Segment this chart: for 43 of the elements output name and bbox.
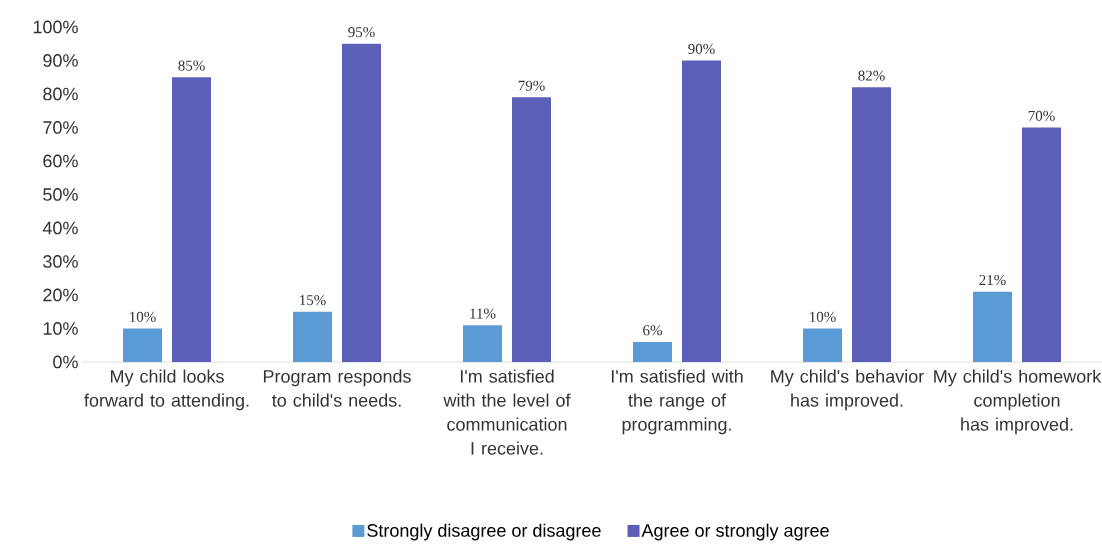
y-tick-label: 40%: [42, 221, 78, 235]
x-tick-label: Program responds to child's needs.: [263, 369, 411, 407]
bar: [633, 341, 672, 362]
y-tick-label: 100%: [33, 20, 78, 34]
data-label: 21%: [979, 274, 1006, 286]
legend-label: Strongly disagree or disagree: [367, 523, 601, 541]
y-tick-label: 0%: [53, 355, 78, 369]
data-label: 6%: [643, 325, 662, 336]
data-label: 79%: [518, 80, 545, 91]
y-tick-label: 80%: [43, 87, 78, 101]
y-tick-label: 50%: [43, 188, 78, 201]
data-label: 10%: [810, 311, 836, 322]
bar: [172, 77, 211, 362]
bar: [293, 311, 332, 362]
data-label: 95%: [348, 27, 375, 38]
bar: [1022, 127, 1061, 362]
y-tick-label: 10%: [43, 322, 78, 335]
bar: [852, 87, 891, 362]
y-tick-label: 30%: [43, 255, 78, 268]
data-label: 82%: [858, 70, 885, 81]
x-tick-label: I'm satisfied with the range of programming.: [611, 369, 743, 435]
data-label: 85%: [178, 60, 205, 71]
y-tick-label: 90%: [43, 54, 78, 67]
bar: [342, 43, 381, 362]
bar: [512, 97, 551, 362]
x-tick-label: My child looks forward to attending.: [84, 369, 249, 411]
y-tick-label: 60%: [43, 154, 78, 168]
y-tick-label: 20%: [43, 288, 78, 302]
data-label: 15%: [300, 295, 326, 306]
x-tick-label: My child's behavior has improved.: [771, 369, 924, 411]
x-tick-label: I'm satisfied with the level of communication I receive.: [443, 369, 571, 455]
legend-label: Agree or strongly agree: [641, 523, 829, 541]
bar: [463, 325, 502, 362]
bar: [682, 60, 721, 362]
bar: [973, 291, 1012, 362]
x-tick-label: My child's homework completion has improved.: [934, 369, 1102, 435]
data-label: 10%: [130, 311, 156, 322]
data-label: 11%: [470, 308, 496, 319]
bar: [803, 328, 842, 362]
data-label: 90%: [688, 43, 715, 54]
data-label: 70%: [1028, 110, 1055, 121]
y-tick-label: 70%: [43, 121, 78, 134]
bar: [123, 328, 162, 362]
